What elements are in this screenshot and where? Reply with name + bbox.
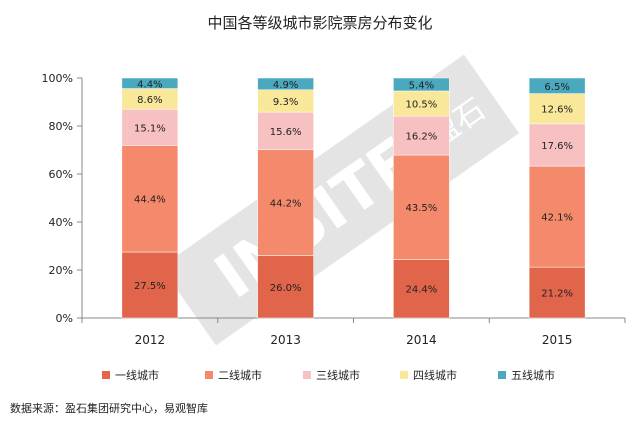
- bar-segment: [257, 255, 314, 319]
- data-label: 6.5%: [544, 82, 569, 93]
- legend-swatch: [303, 371, 311, 379]
- source-note: 数据来源：盈石集团研究中心，易观智库: [10, 402, 208, 415]
- legend-label: 三线城市: [316, 368, 360, 382]
- chart-data-labels: 27.5% 44.4% 15.1% 8.6% 4.4% 26.0% 44.2% 15.6% 9.…: [134, 79, 573, 299]
- data-label: 12.6%: [541, 105, 573, 116]
- chart-bars: [121, 77, 586, 319]
- x-tick-label: 2012: [135, 333, 166, 347]
- data-label: 24.4%: [405, 285, 437, 296]
- y-tick-label: 40%: [49, 216, 73, 229]
- bar-segment: [257, 149, 314, 256]
- data-label: 44.4%: [134, 195, 166, 206]
- legend-swatch: [400, 371, 408, 379]
- data-label: 44.2%: [270, 199, 302, 210]
- legend-swatch: [498, 371, 506, 379]
- bar-segment: [121, 108, 179, 146]
- bar-segment: [528, 123, 586, 167]
- bar-segment: [528, 266, 586, 319]
- x-tick-label: 2014: [406, 333, 437, 347]
- data-label: 21.2%: [541, 289, 573, 300]
- data-label: 42.1%: [541, 213, 573, 224]
- y-tick-label: 60%: [49, 168, 73, 181]
- data-label: 16.2%: [405, 132, 437, 143]
- bar-segment: [257, 77, 314, 91]
- y-tick-label: 20%: [49, 264, 73, 277]
- legend-swatch: [102, 371, 110, 379]
- y-tick-label: 100%: [42, 72, 73, 85]
- data-label: 26.0%: [270, 283, 302, 294]
- legend-label: 四线城市: [413, 368, 457, 382]
- data-label: 43.5%: [405, 203, 437, 214]
- data-label: 27.5%: [134, 281, 166, 292]
- bar-segment: [121, 251, 179, 319]
- data-label: 15.1%: [134, 123, 166, 134]
- bar-segment: [393, 259, 450, 319]
- bar-segment: [528, 165, 586, 268]
- legend-label: 一线城市: [115, 368, 159, 382]
- bar-segment: [393, 77, 450, 92]
- data-label: 4.9%: [273, 80, 298, 91]
- data-label: 17.6%: [541, 141, 573, 152]
- bar-segment: [393, 154, 450, 260]
- data-label: 15.6%: [270, 127, 302, 138]
- legend-label: 二线城市: [218, 368, 262, 382]
- x-tick-label: 2015: [542, 333, 573, 347]
- chart-title: 中国各等级城市影院票房分布变化: [207, 14, 433, 32]
- legend-label: 五线城市: [511, 368, 555, 382]
- data-label: 4.4%: [137, 79, 162, 90]
- bar-segment: [257, 111, 314, 150]
- legend-swatch: [205, 371, 213, 379]
- data-label: 9.3%: [273, 97, 298, 108]
- bar-segment: [528, 77, 586, 94]
- bar-segment: [393, 90, 450, 117]
- y-tick-label: 0%: [56, 312, 73, 325]
- bar-segment: [393, 115, 450, 156]
- chart-legend: 一线城市 二线城市 三线城市 四线城市 五线城市: [102, 368, 555, 382]
- data-label: 8.6%: [137, 95, 162, 106]
- bar-segment: [528, 93, 586, 125]
- y-tick-label: 80%: [49, 120, 73, 133]
- data-label: 5.4%: [409, 80, 434, 91]
- bar-segment: [121, 77, 179, 89]
- data-label: 10.5%: [405, 100, 437, 111]
- bar-segment: [121, 145, 179, 253]
- x-tick-label: 2013: [270, 333, 301, 347]
